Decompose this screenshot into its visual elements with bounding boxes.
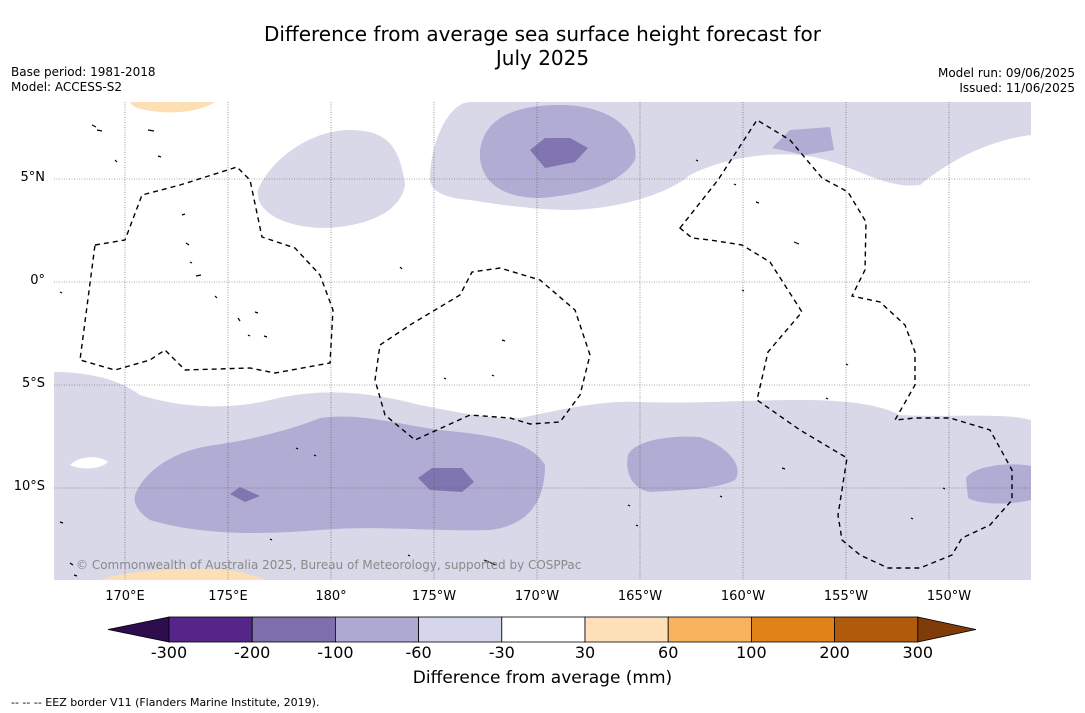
eez-border-east [679,119,1013,569]
chart-title: Difference from average sea surface heig… [0,22,1085,70]
anomaly-region-south-medium-2 [627,436,738,492]
colorbar-segment [834,616,919,643]
longitude-label: 170°W [514,589,560,604]
longitude-label: 170°E [105,589,145,604]
longitude-label: 180° [315,589,347,604]
colorbar-segment [251,616,336,643]
colorbar-segment [334,616,419,643]
colorbar [107,616,977,643]
anomaly-region-northeast-medium [772,127,834,155]
anomaly-region-positive-south [100,568,266,580]
colorbar-tick-label: -100 [317,643,354,662]
anomaly-gap [70,457,108,469]
base-period: Base period: 1981-2018 [11,65,156,79]
eez-borders [79,119,1013,569]
title-line-1: Difference from average sea surface heig… [263,22,822,46]
anomaly-region-south-medium [134,416,546,533]
model-run: Model run: 09/06/2025 [937,66,1075,80]
colorbar-extend-low [107,616,170,643]
islands [59,124,946,577]
model-name: Model: ACCESS-S2 [11,80,123,94]
anomaly-region-north-light [257,130,405,228]
colorbar-tick-label: -30 [488,643,515,662]
latitude-label: 5°N [20,170,46,185]
colorbar-tick-label: 30 [574,643,596,662]
anomaly-region-south-dark-2 [230,487,260,502]
anomaly-region-south-medium-3 [966,464,1031,504]
colorbar-segment [418,616,503,643]
latitude-label: 10°S [13,479,45,494]
longitude-label: 155°W [823,589,869,604]
map-area [54,102,1031,580]
colorbar-tick-label: -60 [405,643,432,662]
colorbar-tick-label: -300 [150,643,188,662]
longitude-label: 150°W [926,589,972,604]
latitude-label: 0° [30,273,45,288]
colorbar-segment [168,616,253,643]
anomaly-region-north-dark [530,138,588,168]
issued-date: Issued: 11/06/2025 [959,81,1075,95]
colorbar-tick-label: 100 [736,643,767,662]
copyright-notice: © Commonwealth of Australia 2025, Bureau… [76,558,582,572]
longitude-label: 165°W [617,589,663,604]
colorbar-title: Difference from average (mm) [412,668,673,688]
latitude-label: 5°S [21,376,45,391]
eez-footnote: -- -- -- EEZ border V11 (Flanders Marine… [11,696,320,709]
longitude-label: 160°W [720,589,766,604]
colorbar-segment [667,616,752,643]
colorbar-segment [501,616,586,643]
title-line-2: July 2025 [495,46,590,70]
eez-border-central [374,267,591,441]
anomaly-region-positive-north [130,102,215,113]
eez-border-west [79,166,334,374]
colorbar-segment [584,616,669,643]
colorbar-tick-label: 60 [658,643,679,662]
colorbar-segment [751,616,836,643]
colorbar-tick-label: 200 [819,643,850,662]
colorbar-tick-label: -200 [234,643,271,662]
colorbar-tick-label: 300 [902,643,934,662]
meta-left: Base period: 1981-2018 Model: ACCESS-S2 [11,65,156,95]
colorbar-extend-high [917,616,977,643]
meta-right: Model run: 09/06/2025 Issued: 11/06/2025 [938,66,1075,96]
longitude-label: 175°W [411,589,457,604]
longitude-label: 175°E [208,589,248,604]
anomaly-region-south-dark [418,468,474,492]
